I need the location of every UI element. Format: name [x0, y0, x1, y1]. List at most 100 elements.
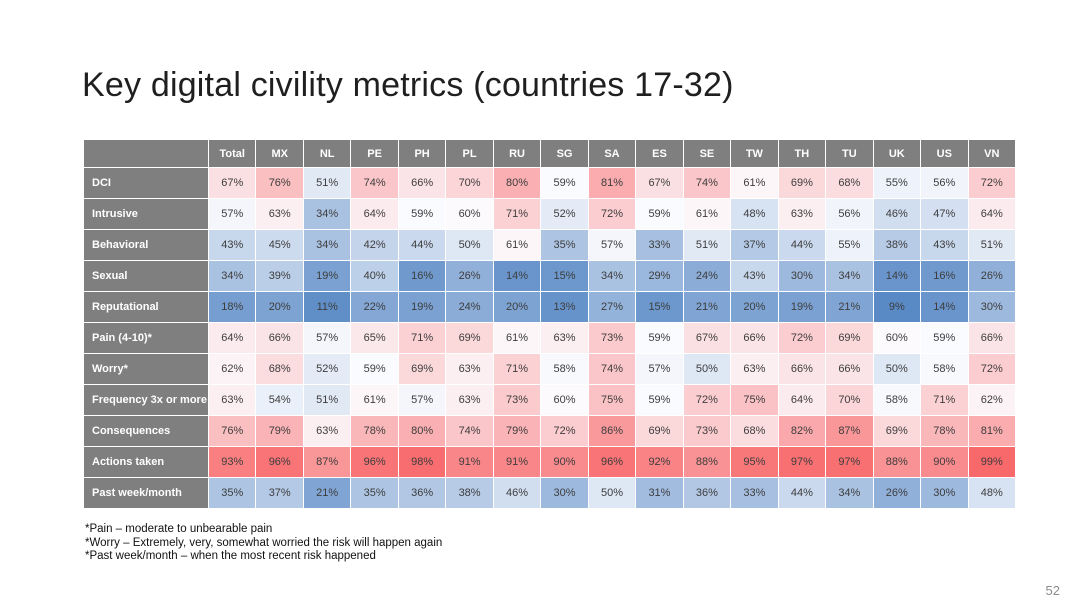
row-label: DCI: [83, 167, 209, 199]
heatmap-cell: 60%: [445, 198, 494, 230]
heatmap-cell: 60%: [872, 322, 922, 354]
heatmap-cell: 63%: [730, 353, 779, 385]
heatmap-cell: 44%: [777, 229, 827, 261]
corner-cell: [83, 139, 209, 168]
column-header: SG: [540, 139, 589, 168]
heatmap-cell: 19%: [397, 291, 447, 323]
row-label: Behavioral: [83, 229, 209, 261]
heatmap-cell: 59%: [397, 198, 447, 230]
heatmap-cell: 50%: [872, 353, 922, 385]
heatmap-cell: 71%: [492, 353, 542, 385]
heatmap-cell: 30%: [967, 291, 1016, 323]
heatmap-cell: 18%: [207, 291, 257, 323]
heatmap-cell: 62%: [207, 353, 257, 385]
heatmap-cell: 15%: [635, 291, 684, 323]
heatmap-cell: 16%: [397, 260, 447, 292]
column-header: PH: [397, 139, 447, 168]
heatmap-cell: 34%: [587, 260, 637, 292]
heatmap-cell: 20%: [492, 291, 542, 323]
table-row: Consequences 76% 79% 63% 78% 80% 74% 79% 72% 86% 6…: [83, 415, 1016, 447]
heatmap-cell: 26%: [967, 260, 1016, 292]
heatmap-cell: 34%: [207, 260, 257, 292]
heatmap-cell: 63%: [540, 322, 589, 354]
heatmap-cell: 60%: [540, 384, 589, 416]
heatmap-cell: 57%: [587, 229, 637, 261]
heatmap-cell: 76%: [255, 167, 304, 199]
table-row: Frequency 3x or more 63% 54% 51% 61% 57% 63% 73…: [83, 384, 1016, 416]
heatmap-cell: 63%: [255, 198, 304, 230]
heatmap-cell: 80%: [492, 167, 542, 199]
column-header: Total: [207, 139, 257, 168]
heatmap-cell: 9%: [872, 291, 922, 323]
heatmap-cell: 91%: [492, 446, 542, 478]
heatmap-cell: 63%: [445, 384, 494, 416]
heatmap-cell: 59%: [350, 353, 399, 385]
heatmap-cell: 16%: [920, 260, 969, 292]
heatmap-cell: 59%: [920, 322, 969, 354]
heatmap-cell: 52%: [540, 198, 589, 230]
heatmap-cell: 50%: [445, 229, 494, 261]
heatmap-cell: 58%: [872, 384, 922, 416]
heatmap-cell: 63%: [207, 384, 257, 416]
heatmap-cell: 76%: [207, 415, 257, 447]
heatmap-cell: 61%: [492, 229, 542, 261]
heatmap-cell: 97%: [777, 446, 827, 478]
heatmap-table: Total MX NL PE PH PL RU SG SA ES SE TW TH TU UK US VN DC…: [83, 139, 1016, 509]
heatmap-cell: 88%: [872, 446, 922, 478]
heatmap-cell: 21%: [682, 291, 732, 323]
heatmap-cell: 80%: [397, 415, 447, 447]
heatmap-cell: 30%: [777, 260, 827, 292]
heatmap-cell: 96%: [350, 446, 399, 478]
heatmap-cell: 61%: [730, 167, 779, 199]
row-label: Reputational: [83, 291, 209, 323]
heatmap-cell: 95%: [730, 446, 779, 478]
heatmap-cell: 97%: [825, 446, 874, 478]
heatmap-cell: 50%: [682, 353, 732, 385]
heatmap-cell: 30%: [540, 477, 589, 509]
heatmap-cell: 68%: [255, 353, 304, 385]
heatmap-cell: 14%: [872, 260, 922, 292]
heatmap-cell: 24%: [682, 260, 732, 292]
heatmap-cell: 48%: [967, 477, 1016, 509]
heatmap-cell: 73%: [682, 415, 732, 447]
heatmap-cell: 72%: [587, 198, 637, 230]
heatmap-cell: 51%: [682, 229, 732, 261]
heatmap-cell: 69%: [397, 353, 447, 385]
heatmap-cell: 69%: [872, 415, 922, 447]
heatmap-cell: 79%: [255, 415, 304, 447]
heatmap-cell: 24%: [445, 291, 494, 323]
row-label: Actions taken: [83, 446, 209, 478]
heatmap-cell: 57%: [302, 322, 352, 354]
heatmap-cell: 44%: [397, 229, 447, 261]
heatmap-cell: 71%: [920, 384, 969, 416]
heatmap-cell: 71%: [492, 198, 542, 230]
column-header: UK: [872, 139, 922, 168]
heatmap-cell: 36%: [682, 477, 732, 509]
heatmap-cell: 75%: [587, 384, 637, 416]
heatmap-cell: 64%: [777, 384, 827, 416]
heatmap-cell: 44%: [777, 477, 827, 509]
page-number: 52: [1045, 583, 1060, 598]
heatmap-cell: 68%: [825, 167, 874, 199]
heatmap-cell: 61%: [350, 384, 399, 416]
column-header: NL: [302, 139, 352, 168]
heatmap-cell: 21%: [302, 477, 352, 509]
heatmap-cell: 86%: [587, 415, 637, 447]
heatmap-cell: 42%: [350, 229, 399, 261]
heatmap-cell: 20%: [730, 291, 779, 323]
heatmap-cell: 56%: [825, 198, 874, 230]
heatmap-cell: 46%: [492, 477, 542, 509]
heatmap-cell: 96%: [255, 446, 304, 478]
heatmap-cell: 11%: [302, 291, 352, 323]
column-header: TW: [730, 139, 779, 168]
heatmap-cell: 57%: [397, 384, 447, 416]
table-row: Sexual 34% 39% 19% 40% 16% 26% 14% 15% 34% 29% 24% 4…: [83, 260, 1016, 292]
heatmap-cell: 74%: [682, 167, 732, 199]
heatmap-cell: 26%: [445, 260, 494, 292]
heatmap-cell: 54%: [255, 384, 304, 416]
heatmap-cell: 61%: [492, 322, 542, 354]
row-label: Past week/month: [83, 477, 209, 509]
heatmap-cell: 64%: [967, 198, 1016, 230]
heatmap-cell: 30%: [920, 477, 969, 509]
heatmap-cell: 64%: [350, 198, 399, 230]
